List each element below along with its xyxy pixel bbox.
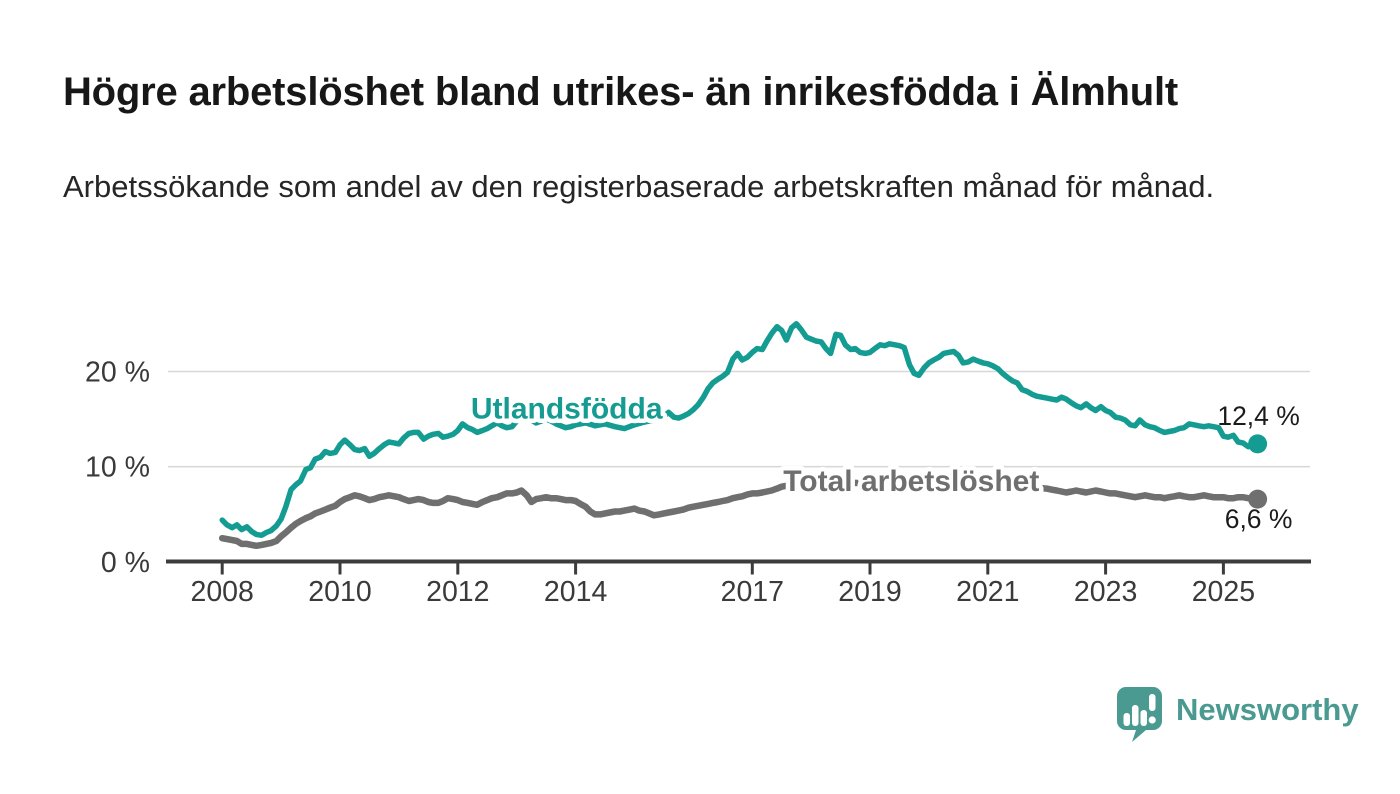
x-axis-label: 2010: [308, 576, 371, 608]
series-label-total: Total arbetslöshet: [783, 465, 1039, 498]
x-axis-label: 2014: [544, 576, 608, 608]
x-axis-label: 2023: [1074, 576, 1137, 608]
y-axis-label: 20 %: [85, 357, 150, 389]
newsworthy-logo-text: Newsworthy: [1176, 692, 1359, 727]
x-axis-label: 2008: [190, 576, 253, 608]
series-line-utlandsfodda: [219, 321, 1261, 539]
logo-exclamation-bar: [1149, 694, 1156, 711]
x-axis-label: 2012: [426, 576, 489, 608]
newsworthy-logo: Newsworthy: [1114, 684, 1359, 746]
series-end-value-label-total: 6,6 %: [1225, 504, 1293, 534]
logo-bar-3: [1140, 710, 1147, 726]
x-axis-label: 2025: [1192, 576, 1255, 608]
chart-subtitle: Arbetssökande som andel av den registerb…: [63, 169, 1215, 204]
x-axis-label: 2021: [956, 576, 1019, 608]
series-end-dot-total: [1248, 489, 1268, 509]
x-axis-label: 2017: [721, 576, 784, 608]
series-end-dot-utlandsfodda: [1248, 434, 1268, 454]
logo-bar-2: [1132, 705, 1139, 726]
logo-bubble-shape: [1117, 687, 1162, 742]
y-axis-label: 0 %: [101, 547, 150, 579]
series-end-value-label-utlandsfodda: 12,4 %: [1217, 401, 1300, 431]
y-axis-label: 10 %: [85, 452, 150, 484]
logo-exclamation-dot: [1148, 716, 1156, 724]
logo-bar-1: [1123, 713, 1130, 726]
x-axis-label: 2019: [838, 576, 901, 608]
series-line-total: [218, 472, 1261, 550]
page-title: Högre arbetslöshet bland utrikes- än inr…: [63, 70, 1179, 114]
series-label-utlandsfodda: Utlandsfödda: [471, 393, 663, 426]
newsworthy-logo-icon: [1117, 687, 1162, 742]
